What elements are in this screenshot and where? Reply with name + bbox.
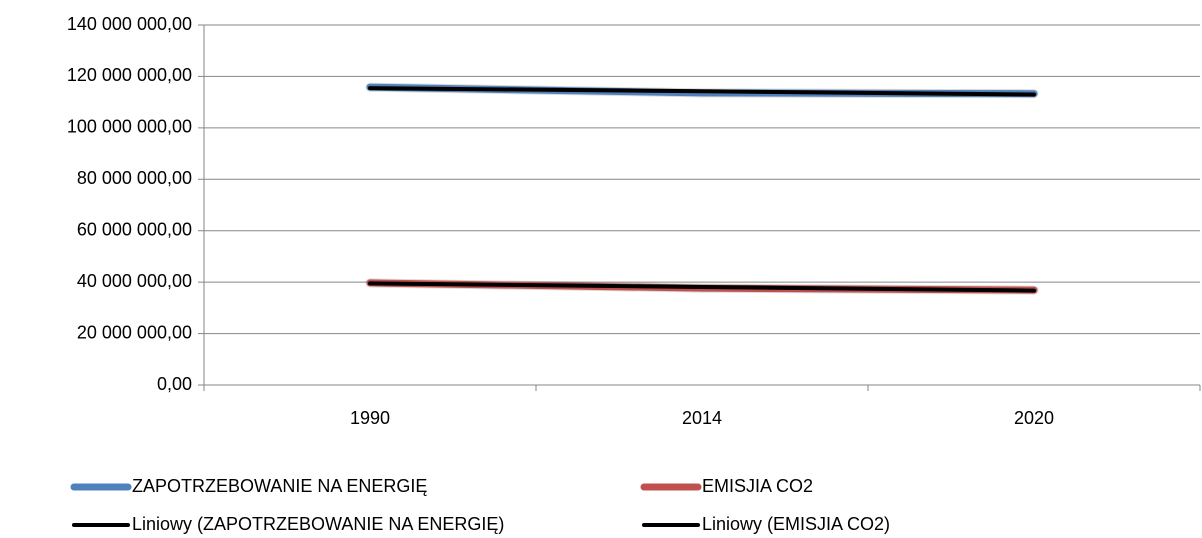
y-tick-label: 100 000 000,00 xyxy=(67,117,192,137)
legend-label: EMISJIA CO2 xyxy=(702,476,813,496)
x-tick-label: 1990 xyxy=(350,408,390,428)
x-tick-label: 2020 xyxy=(1014,408,1054,428)
y-tick-label: 140 000 000,00 xyxy=(67,14,192,34)
y-tick-label: 60 000 000,00 xyxy=(77,219,192,239)
legend-label: ZAPOTRZEBOWANIE NA ENERGIĘ xyxy=(132,476,427,496)
y-tick-label: 80 000 000,00 xyxy=(77,168,192,188)
series-line xyxy=(368,86,1036,97)
legend-label: Liniowy (ZAPOTRZEBOWANIE NA ENERGIĘ) xyxy=(132,514,504,534)
y-tick-label: 40 000 000,00 xyxy=(77,271,192,291)
y-tick-label: 0,00 xyxy=(157,374,192,394)
x-tick-label: 2014 xyxy=(682,408,722,428)
y-tick-label: 20 000 000,00 xyxy=(77,322,192,342)
legend-label: Liniowy (EMISJIA CO2) xyxy=(702,514,890,534)
series-line xyxy=(368,281,1036,293)
y-tick-label: 120 000 000,00 xyxy=(67,65,192,85)
